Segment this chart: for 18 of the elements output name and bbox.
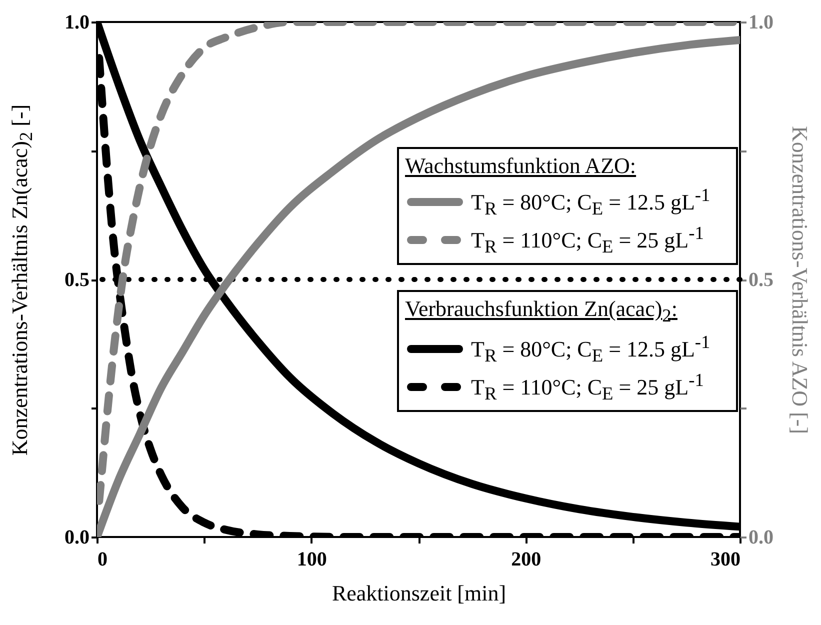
- legend-label: T$_{R}$ = 80°C; C$_{E}$ = 12.5 gL$^{-1}$: [471, 332, 710, 367]
- y2-tick-label: 0.5: [748, 269, 774, 291]
- x-tick-label: 100: [296, 548, 327, 570]
- y2-axis-title: Konzentrations-Verhältnis AZO [-]: [788, 126, 812, 434]
- annotation: Verbrauchsfunktion Zn(acac)$_{2}$:: [405, 296, 678, 326]
- legend-label: T$_{R}$ = 80°C; C$_{E}$ = 12.5 gL$^{-1}$: [471, 184, 710, 220]
- legend-label: T$_{R}$ = 110°C; C$_{E}$ = 25 gL$^{-1}$: [471, 370, 704, 405]
- x-tick-label: 200: [511, 548, 542, 570]
- y2-tick-label: 1.0: [748, 12, 774, 34]
- y-tick-label: 0.5: [64, 269, 90, 291]
- x-axis-title: Reaktionszeit [min]: [332, 580, 506, 606]
- annotation: Wachstumsfunktion AZO:: [405, 153, 638, 179]
- y2-tick-label: 0.0: [748, 526, 774, 548]
- y-tick-label: 1.0: [64, 12, 90, 34]
- x-tick-label: 300: [710, 548, 740, 570]
- y-tick-label: 0.0: [64, 526, 90, 548]
- x-tick-label: 0: [98, 548, 108, 570]
- legend-label: T$_{R}$ = 110°C; C$_{E}$ = 25 gL$^{-1}$: [471, 222, 704, 258]
